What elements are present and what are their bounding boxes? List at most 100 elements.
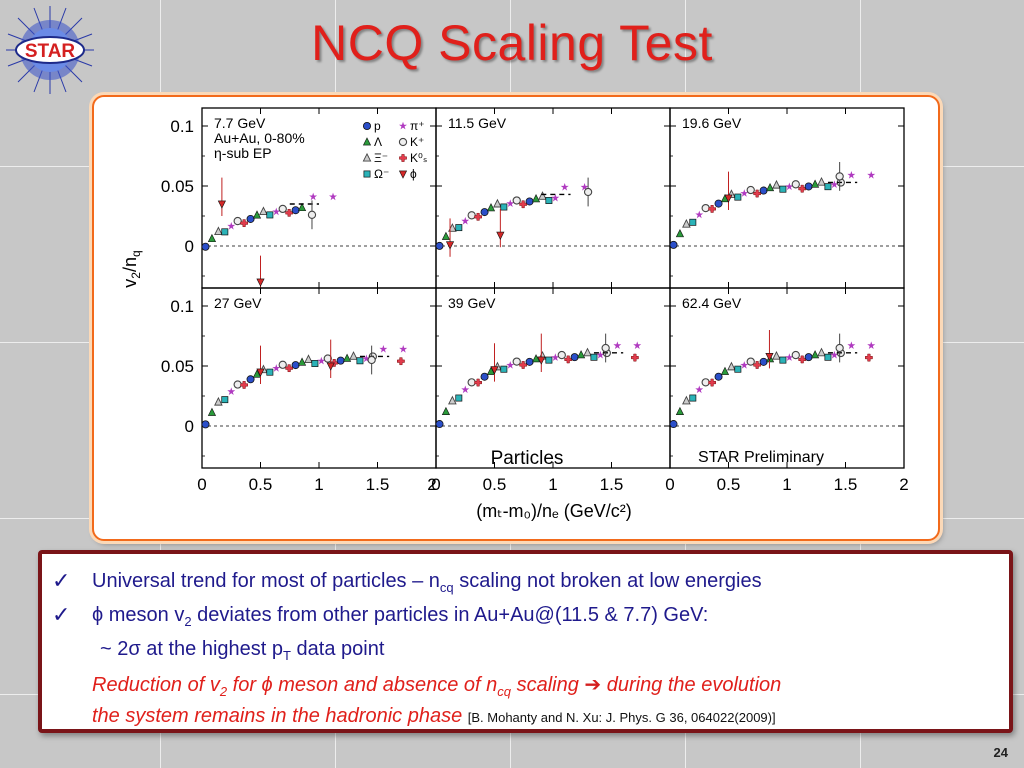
- data-point: [227, 387, 236, 395]
- legend: p π⁺ Λ K⁺ Ξ⁻ K⁰ₛ Ω⁻ ϕ: [362, 119, 427, 181]
- data-point: [772, 350, 781, 360]
- data-point: [682, 218, 691, 228]
- x-tick-label: 0.5: [249, 475, 273, 494]
- pion-point: [560, 183, 569, 191]
- data-point: [214, 226, 223, 236]
- data-point: [689, 394, 697, 402]
- data-point: [682, 395, 691, 405]
- figure-frame: 0.1 0.05 0 7.7 GeV 11.5 GeV 19.6 GeV 0.1 0.05 0 0…: [92, 95, 940, 541]
- data-point: [297, 202, 307, 212]
- pion-point: [580, 183, 589, 191]
- page-number: 24: [993, 745, 1008, 760]
- phi-point: [765, 352, 774, 362]
- data-point: [720, 366, 730, 375]
- data-point: [455, 224, 463, 232]
- data-point: [538, 191, 547, 200]
- logo-text: STAR: [25, 41, 76, 62]
- panel-frame: [435, 287, 671, 469]
- data-point: [753, 361, 762, 369]
- x-tick-label: 2: [427, 475, 436, 494]
- data-point: [531, 194, 541, 203]
- data-point: [785, 182, 794, 191]
- data-point: [810, 179, 820, 188]
- phi-point: [537, 356, 546, 365]
- bullet-1: Universal trend for most of particles – …: [92, 570, 762, 595]
- data-point: [675, 229, 685, 238]
- data-point: [441, 406, 451, 416]
- data-point: [252, 369, 262, 378]
- phi-point: [217, 200, 226, 209]
- pion-point: [633, 341, 642, 349]
- legend-label: K⁺: [410, 135, 424, 149]
- pion-point: [847, 341, 856, 349]
- data-point: [512, 196, 521, 205]
- legend-label: π⁺: [410, 119, 425, 133]
- data-point: [291, 361, 300, 370]
- data-point: [551, 193, 560, 202]
- legend-marker: [398, 137, 408, 147]
- data-point: [714, 199, 723, 208]
- data-point: [512, 357, 521, 366]
- right-arrow-icon: ➔: [584, 674, 602, 696]
- data-point: [461, 216, 470, 225]
- data-point: [525, 357, 534, 366]
- y-tick-label: 0.1: [170, 117, 194, 136]
- data-point: [675, 406, 685, 416]
- legend-marker: [363, 170, 371, 178]
- data-point: [519, 361, 528, 369]
- data-point: [727, 361, 736, 371]
- particles-label: Particles: [491, 448, 564, 469]
- data-point: [304, 354, 313, 363]
- panel-19-6-gev: 19.6 GeV: [669, 107, 905, 289]
- data-point: [746, 185, 755, 195]
- data-point: [824, 353, 832, 361]
- k0s-point: [397, 357, 405, 366]
- data-point: [740, 189, 749, 197]
- panel-energy-label: 39 GeV: [448, 295, 496, 311]
- bullet-2: ϕ meson v2 deviates from other particles…: [92, 604, 709, 629]
- data-point: [448, 395, 457, 405]
- data-point: [669, 420, 678, 429]
- data-point: [362, 354, 371, 363]
- x-tick-label: 0: [197, 475, 206, 494]
- pion-point: [329, 192, 337, 201]
- data-point: [746, 357, 755, 366]
- data-point: [480, 372, 489, 381]
- data-point: [317, 356, 326, 365]
- data-point: [824, 183, 832, 191]
- data-point: [740, 361, 749, 369]
- data-point: [545, 197, 553, 204]
- legend-label: Ξ⁻: [374, 151, 388, 165]
- data-point: [734, 365, 742, 373]
- data-point: [557, 350, 566, 360]
- panel-energy-label: 7.7 GeV: [214, 115, 266, 131]
- panel-62-4-gev: 0 0.5 1 1.5 2 62.4 GeV: [665, 287, 909, 494]
- data-point: [435, 420, 444, 429]
- panel-energy-label: 62.4 GeV: [682, 295, 742, 311]
- k0s-point: [631, 353, 639, 362]
- data-point: [695, 210, 704, 219]
- data-point: [285, 364, 294, 373]
- data-point: [349, 351, 358, 360]
- data-point: [278, 204, 287, 214]
- x-tick-label: 1: [782, 475, 791, 494]
- data-point: [785, 353, 794, 361]
- data-point: [545, 356, 553, 364]
- data-point: [500, 203, 508, 211]
- data-point: [701, 378, 710, 387]
- data-point: [455, 394, 463, 402]
- data-point: [830, 180, 839, 188]
- panel-energy-label: 19.6 GeV: [682, 115, 742, 131]
- y-title-sub1: 2: [129, 272, 143, 279]
- data-point: [500, 365, 508, 373]
- pion-point: [867, 341, 876, 349]
- data-point: [285, 208, 294, 217]
- pion-point: [399, 345, 408, 353]
- data-point: [240, 381, 248, 389]
- data-point: [227, 222, 236, 230]
- panel-info-line: η-sub EP: [214, 145, 272, 161]
- data-point: [461, 385, 470, 394]
- data-point: [221, 228, 229, 236]
- data-point: [804, 182, 813, 191]
